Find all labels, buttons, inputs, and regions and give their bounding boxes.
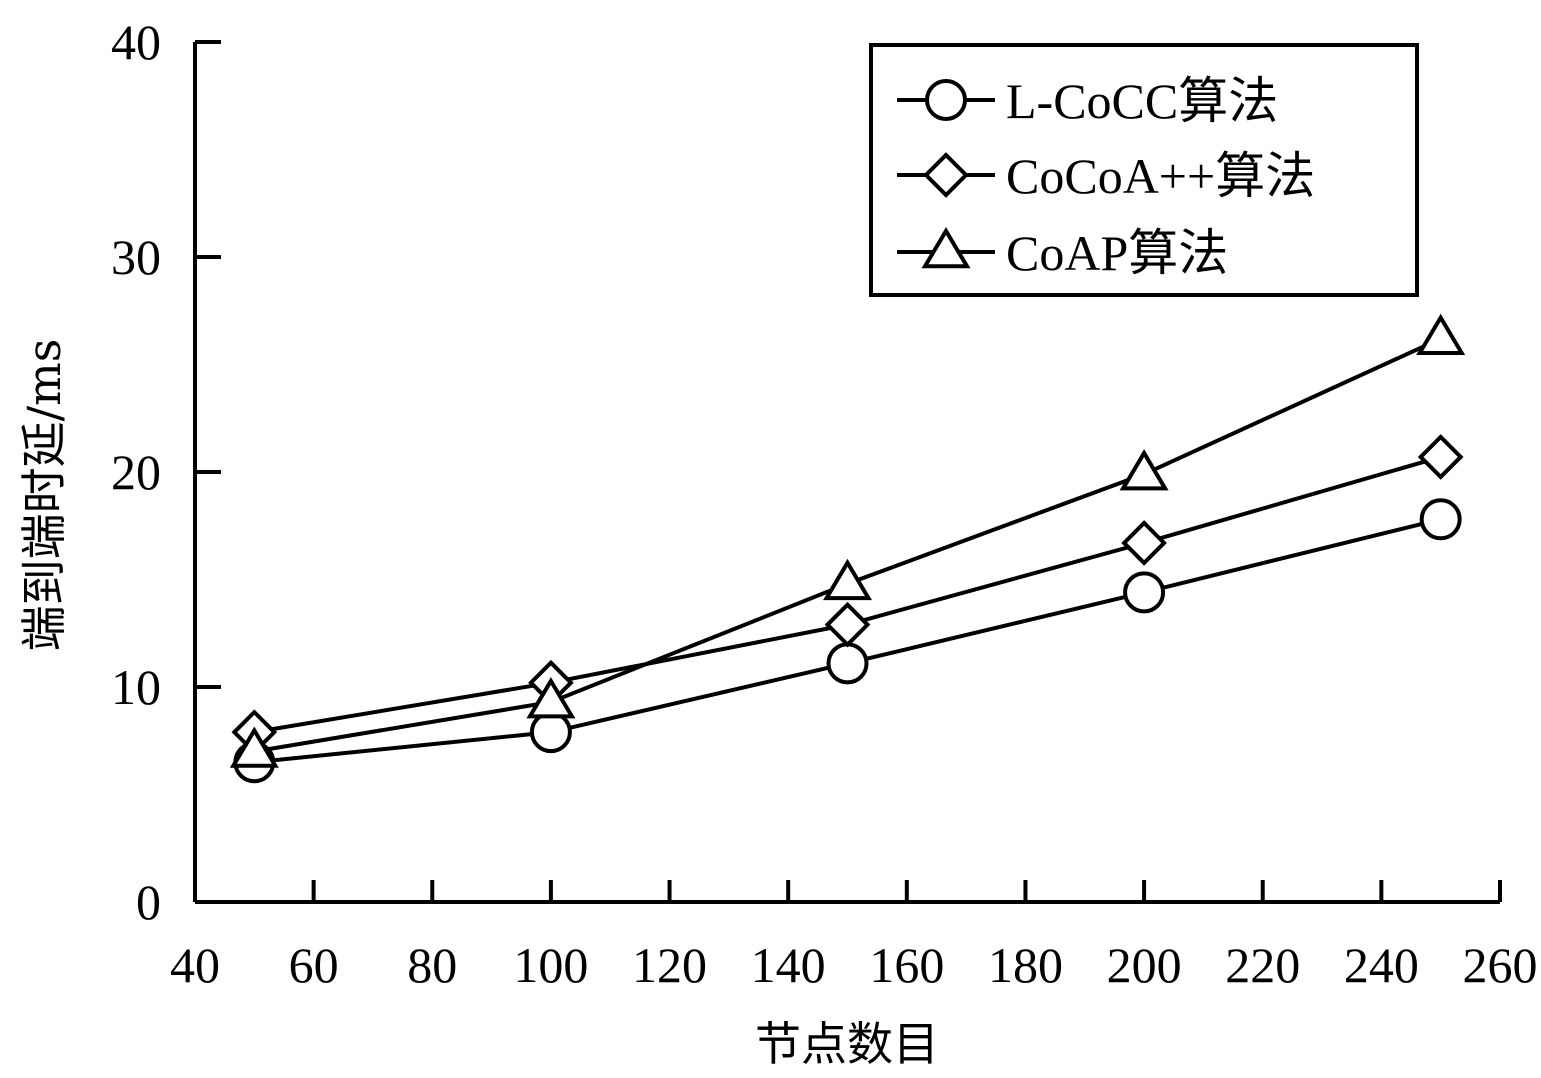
data-point-circle [826, 642, 869, 685]
series-line-triangle [253, 336, 1442, 754]
y-tick-label: 10 [111, 659, 161, 715]
data-point-triangle [1119, 449, 1169, 491]
series-markers [229, 313, 1466, 784]
ticks: 40 60 80 100 120 140 160 180 200 220 240 260 0 10 20 30… [111, 14, 1538, 993]
x-tick-label: 60 [289, 937, 339, 993]
data-point-circle [529, 711, 572, 754]
x-tick-label: 160 [869, 937, 944, 993]
legend-marker-triangle [921, 227, 971, 269]
x-axis-title: 节点数目 [755, 1017, 939, 1071]
data-point-triangle [822, 558, 873, 601]
x-tick-label: 200 [1107, 937, 1182, 993]
data-point-circle [1123, 571, 1166, 614]
x-tick-label: 100 [513, 937, 588, 993]
data-point-circle [1419, 498, 1462, 541]
x-tick-label: 40 [170, 937, 220, 993]
data-point-diamond [824, 601, 871, 648]
legend-label: L-CoCC算法 [1006, 73, 1278, 129]
x-tick-label: 80 [407, 937, 457, 993]
y-tick-label: 20 [111, 444, 161, 500]
x-tick-label: 120 [632, 937, 707, 993]
x-tick-label: 240 [1344, 937, 1419, 993]
legend: L-CoCC算法 CoCoA++算法 CoAP算法 [869, 43, 1419, 297]
data-point-diamond [1417, 434, 1464, 480]
legend-marker-circle [925, 79, 967, 121]
data-point-triangle [526, 677, 576, 719]
x-tick-label: 180 [988, 937, 1063, 993]
y-tick-label: 30 [111, 229, 161, 285]
data-point-triangle [1416, 313, 1466, 355]
legend-label: CoCoA++算法 [1006, 148, 1315, 204]
data-point-triangle [229, 726, 279, 768]
series-lines [253, 336, 1442, 765]
y-tick-label: 0 [136, 874, 161, 930]
x-tick-label: 140 [751, 937, 826, 993]
data-point-diamond [1121, 520, 1167, 566]
x-tick-label: 220 [1225, 937, 1300, 993]
x-tick-label: 260 [1463, 937, 1538, 993]
y-axis-title: 端到端时延/ms [17, 339, 71, 652]
y-tick-label: 40 [111, 14, 161, 70]
legend-label: CoAP算法 [1006, 225, 1228, 281]
legend-marker-diamond [923, 152, 969, 198]
